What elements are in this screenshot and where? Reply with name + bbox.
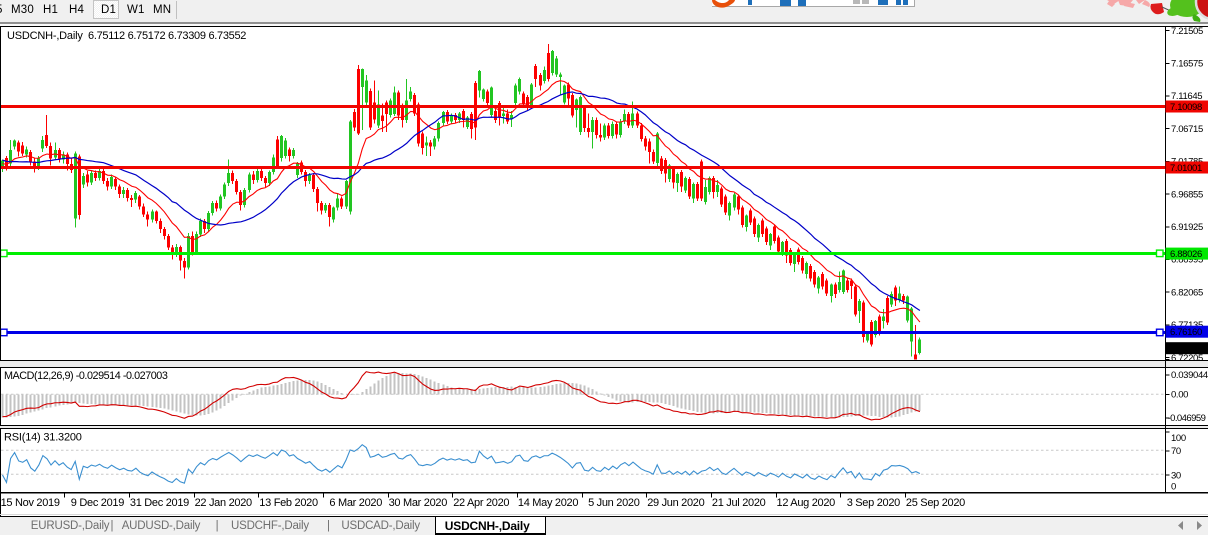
svg-text:7.01001: 7.01001 (1170, 163, 1202, 174)
svg-text:22 Jan 2020: 22 Jan 2020 (195, 497, 252, 509)
svg-text:7.16575: 7.16575 (1171, 59, 1203, 70)
svg-text:31 Dec 2019: 31 Dec 2019 (130, 497, 189, 509)
svg-text:6.88026: 6.88026 (1170, 249, 1202, 260)
svg-text:6.82065: 6.82065 (1171, 287, 1203, 298)
svg-text:5 Jun 2020: 5 Jun 2020 (588, 497, 640, 509)
svg-text:6.76160: 6.76160 (1170, 327, 1202, 338)
svg-text:7.10098: 7.10098 (1170, 102, 1202, 113)
svg-text:6.73552: 6.73552 (1170, 344, 1202, 355)
svg-text:14 May 2020: 14 May 2020 (518, 497, 578, 509)
svg-text:100: 100 (1171, 433, 1186, 444)
svg-text:70: 70 (1171, 446, 1181, 457)
svg-text:15 Nov 2019: 15 Nov 2019 (1, 497, 60, 509)
svg-text:22 Apr 2020: 22 Apr 2020 (453, 497, 509, 509)
svg-text:6.91925: 6.91925 (1171, 222, 1203, 233)
svg-text:12 Aug 2020: 12 Aug 2020 (777, 497, 836, 509)
svg-text:3 Sep 2020: 3 Sep 2020 (847, 497, 900, 509)
svg-text:6.77135: 6.77135 (1171, 320, 1203, 331)
svg-text:7.21505: 7.21505 (1171, 26, 1203, 37)
svg-text:6.72205: 6.72205 (1171, 353, 1203, 364)
svg-text:6.96855: 6.96855 (1171, 189, 1203, 200)
svg-text:0.039044: 0.039044 (1171, 370, 1208, 381)
svg-text:6 Mar 2020: 6 Mar 2020 (329, 497, 382, 509)
svg-text:30 Mar 2020: 30 Mar 2020 (389, 497, 448, 509)
svg-text:7.06715: 7.06715 (1171, 124, 1203, 135)
svg-text:RSI(14) 31.3200: RSI(14) 31.3200 (4, 432, 82, 444)
svg-text:7.11645: 7.11645 (1171, 91, 1202, 102)
svg-text:0.00: 0.00 (1171, 390, 1188, 401)
svg-text:21 Jul 2020: 21 Jul 2020 (712, 497, 766, 509)
svg-text:25 Sep 2020: 25 Sep 2020 (906, 497, 965, 509)
svg-text:6.75112 6.75172 6.73309 6.7355: 6.75112 6.75172 6.73309 6.73552 (88, 30, 246, 42)
svg-text:0: 0 (1171, 481, 1176, 492)
svg-text:-0.046959: -0.046959 (1168, 413, 1206, 424)
svg-text:29 Jun 2020: 29 Jun 2020 (647, 497, 704, 509)
svg-text:30: 30 (1171, 470, 1181, 481)
svg-text:6.86995: 6.86995 (1171, 255, 1203, 266)
svg-text:13 Feb 2020: 13 Feb 2020 (259, 497, 318, 509)
svg-text:MACD(12,26,9) -0.029514 -0.027: MACD(12,26,9) -0.029514 -0.027003 (4, 370, 168, 382)
svg-text:USDCNH-,Daily: USDCNH-,Daily (7, 30, 83, 42)
svg-text:9 Dec 2019: 9 Dec 2019 (71, 497, 124, 509)
